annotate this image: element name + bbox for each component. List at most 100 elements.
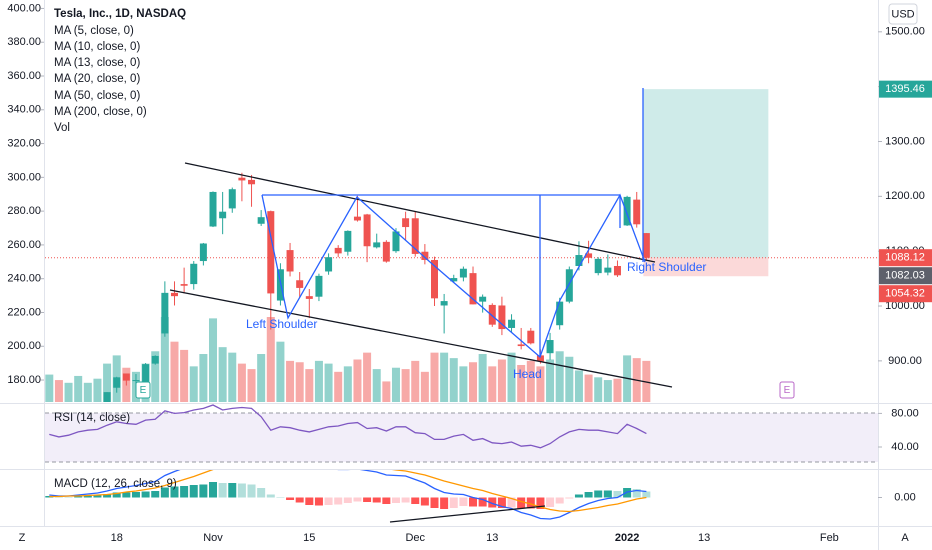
trendline bbox=[184, 162, 656, 263]
candle-body bbox=[315, 275, 323, 297]
macd-histogram-bar bbox=[546, 497, 555, 507]
volume-bar bbox=[517, 364, 526, 402]
event-label[interactable]: E bbox=[140, 385, 147, 396]
price-label-box bbox=[879, 285, 932, 303]
volume-bar bbox=[526, 360, 535, 402]
volume-bar bbox=[363, 352, 372, 402]
candle-body bbox=[585, 253, 593, 258]
legend-item[interactable]: Vol bbox=[54, 122, 70, 134]
x-tick-label: 13 bbox=[486, 532, 498, 544]
y2-tick-label: 380.00 bbox=[7, 36, 41, 48]
volume-bar bbox=[286, 360, 295, 402]
rsi-pane bbox=[49, 404, 647, 449]
macd-histogram-bar bbox=[497, 497, 506, 508]
indicator-title[interactable]: MACD (12, 26, close, 9) bbox=[54, 478, 177, 490]
macd-histogram-bar bbox=[478, 497, 487, 507]
volume-bar bbox=[276, 341, 285, 402]
candle-body bbox=[411, 218, 419, 254]
macd-histogram-bar bbox=[218, 483, 227, 498]
legend-item[interactable]: MA (20, close, 0) bbox=[54, 73, 140, 85]
macd-histogram-bar bbox=[266, 494, 275, 498]
candle-body bbox=[305, 296, 313, 299]
volume-bar bbox=[93, 378, 102, 402]
volume-bar bbox=[478, 354, 487, 402]
event-label[interactable]: E bbox=[784, 385, 791, 396]
chart-title: Tesla, Inc., 1D, NASDAQ bbox=[54, 8, 186, 20]
volume-bar bbox=[189, 366, 198, 402]
y-tick-label: 1500.00 bbox=[885, 26, 925, 38]
event-marker[interactable] bbox=[779, 381, 795, 399]
legend-item[interactable]: MA (50, close, 0) bbox=[54, 90, 140, 102]
candle-body bbox=[209, 191, 217, 227]
volume-bar bbox=[507, 352, 516, 402]
macd-histogram-bar bbox=[74, 496, 83, 498]
legend-item[interactable]: MA (13, close, 0) bbox=[54, 57, 140, 69]
volume-bar bbox=[54, 380, 63, 402]
candle-body bbox=[373, 242, 381, 248]
candle-body bbox=[498, 305, 506, 330]
volume-bar bbox=[411, 360, 420, 402]
macd-histogram-bar bbox=[555, 497, 564, 504]
loss-zone bbox=[643, 257, 769, 277]
x-tick-label: 2022 bbox=[615, 532, 639, 544]
volume-bar bbox=[497, 359, 506, 402]
macd-histogram-bar bbox=[314, 497, 323, 506]
candle-body bbox=[363, 214, 371, 247]
legend-item[interactable]: MA (5, close, 0) bbox=[54, 25, 134, 37]
macd-histogram-bar bbox=[632, 489, 641, 498]
candle-body bbox=[479, 296, 487, 302]
indicator-title[interactable]: RSI (14, close) bbox=[54, 412, 130, 424]
macd-histogram-bar bbox=[334, 497, 343, 505]
candle-body bbox=[536, 355, 544, 362]
volume-bar bbox=[391, 367, 400, 402]
candle-body bbox=[353, 216, 361, 221]
macd-histogram-bar bbox=[131, 492, 140, 498]
toolbar-button[interactable]: A bbox=[901, 532, 909, 544]
candle-body bbox=[488, 304, 496, 325]
volume-bar bbox=[584, 374, 593, 402]
y2-tick-label: 240.00 bbox=[7, 273, 41, 285]
candle-body bbox=[344, 230, 352, 252]
legend-item[interactable]: MA (200, close, 0) bbox=[54, 106, 147, 118]
candle-body bbox=[613, 265, 621, 276]
volume-bar bbox=[613, 378, 622, 402]
volume-bar bbox=[555, 351, 564, 402]
candle-body bbox=[469, 273, 477, 305]
volume-bar bbox=[401, 369, 410, 402]
y-tick-label: 0.00 bbox=[894, 491, 915, 503]
y2-tick-label: 220.00 bbox=[7, 306, 41, 318]
volume-bar bbox=[257, 354, 266, 402]
price-label: 1054.32 bbox=[885, 288, 925, 300]
candle-body bbox=[122, 373, 130, 381]
macd-histogram-bar bbox=[93, 495, 102, 498]
toolbar-button[interactable]: Z bbox=[19, 532, 26, 544]
currency[interactable]: USD bbox=[891, 8, 914, 20]
y2-tick-label: 180.00 bbox=[7, 374, 41, 386]
legend-item[interactable]: MA (10, close, 0) bbox=[54, 41, 140, 53]
macd-histogram-bar bbox=[382, 497, 391, 504]
macd-histogram-bar bbox=[170, 486, 179, 498]
y2-tick-label: 300.00 bbox=[7, 171, 41, 183]
macd-histogram-bar bbox=[112, 492, 121, 498]
price-label-box bbox=[879, 267, 932, 285]
candle-body bbox=[382, 241, 390, 262]
trendline bbox=[169, 289, 673, 388]
candle-body bbox=[604, 267, 612, 273]
candle-body bbox=[170, 292, 178, 297]
rsi-line bbox=[49, 404, 647, 449]
currency-box[interactable] bbox=[888, 3, 918, 25]
candle-body bbox=[565, 269, 573, 302]
macd-histogram-bar bbox=[449, 497, 458, 508]
macd-histogram-bar bbox=[517, 497, 526, 509]
volume-bar bbox=[228, 352, 237, 402]
price-pane bbox=[45, 89, 878, 402]
y-tick-label: 1300.00 bbox=[885, 135, 925, 147]
event-marker[interactable] bbox=[135, 381, 151, 399]
x-tick-label: 18 bbox=[111, 532, 123, 544]
candle-body bbox=[508, 319, 516, 328]
volume-bar bbox=[45, 374, 54, 402]
macd-histogram-bar bbox=[613, 491, 622, 498]
macd-histogram-bar bbox=[507, 497, 516, 508]
macd-line bbox=[49, 470, 647, 520]
